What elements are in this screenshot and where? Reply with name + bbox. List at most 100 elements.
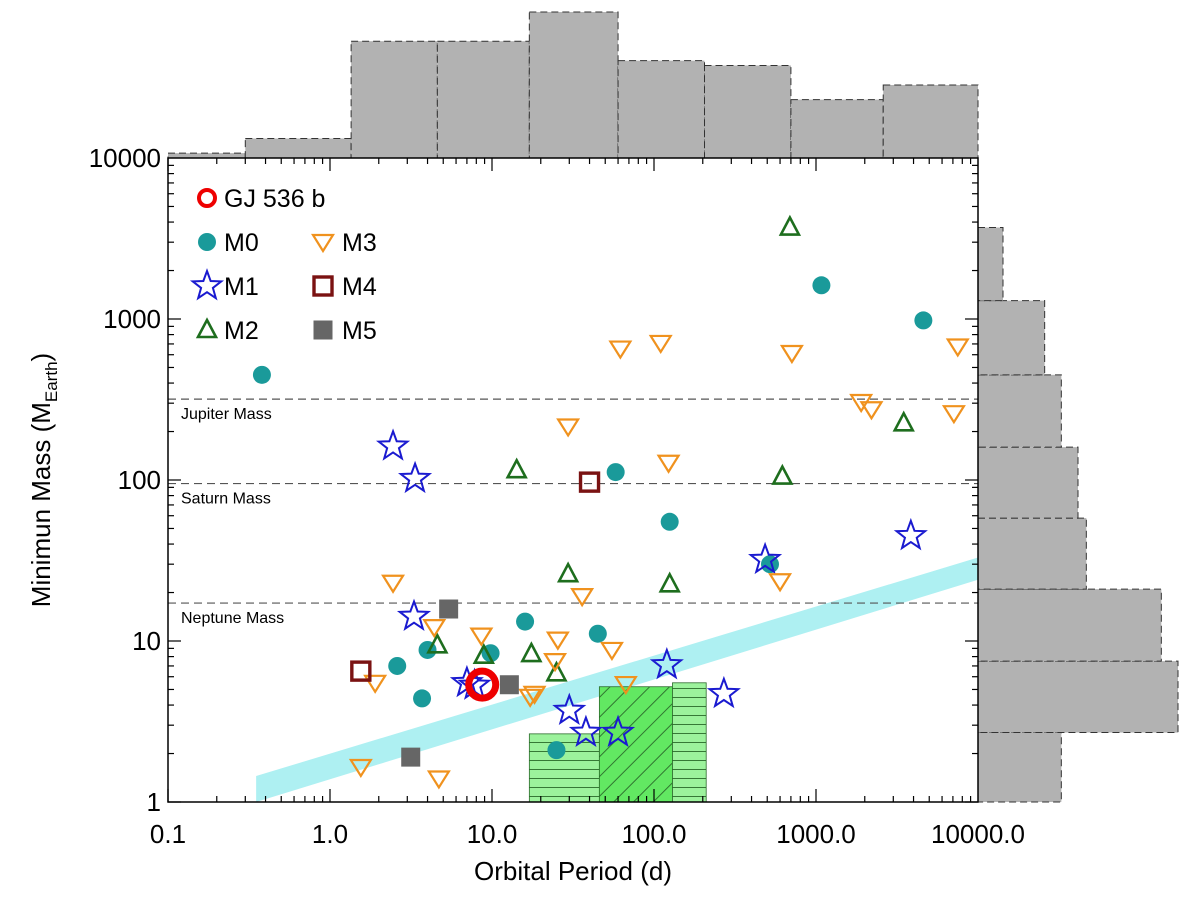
marker-shape [660, 512, 679, 531]
point-m3 [648, 334, 673, 355]
point-m0 [388, 656, 407, 675]
point-m3 [518, 688, 543, 708]
point-m1 [748, 541, 783, 575]
x-tick-label: 0.1 [150, 819, 186, 849]
point-m2 [658, 571, 681, 593]
marker-shape [941, 405, 966, 425]
point-m5 [439, 599, 459, 619]
point-m3 [768, 573, 793, 593]
marker-shape [545, 660, 568, 682]
legend-marker-gj536b [197, 188, 217, 208]
y-tick-label: 1000 [103, 304, 161, 334]
marker-shape [914, 311, 933, 330]
right-histogram-bar [977, 374, 1062, 448]
y-tick-label: 10 [132, 626, 161, 656]
marker-shape [859, 401, 884, 421]
marker-shape [648, 334, 673, 355]
marker-shape [771, 463, 794, 485]
top-histogram-bar [704, 65, 792, 159]
point-m4 [578, 471, 601, 493]
point-m5 [401, 747, 421, 767]
marker-shape [520, 641, 543, 663]
marker-shape [422, 618, 447, 639]
marker-shape [363, 674, 388, 694]
horizontal-hatch-right-outline [672, 682, 707, 802]
point-m0 [914, 311, 933, 330]
point-m1 [649, 647, 684, 680]
point-m1 [396, 598, 432, 631]
top-histogram-bar [528, 11, 619, 159]
point-m1 [706, 675, 741, 709]
marker-shape [197, 188, 217, 208]
right-mass-histogram [977, 227, 1179, 803]
marker-shape [812, 276, 831, 295]
right-histogram-bar [977, 300, 1046, 376]
point-m0 [588, 624, 607, 643]
marker-shape [608, 340, 633, 360]
point-m3 [348, 758, 373, 779]
marker-shape [439, 599, 459, 619]
marker-shape [568, 714, 603, 748]
marker-shape [778, 214, 802, 236]
marker-shape [606, 463, 625, 482]
legend-marker-m1 [189, 268, 225, 301]
marker-shape [350, 660, 372, 682]
point-m0 [252, 365, 271, 384]
point-m2 [556, 561, 580, 583]
right-histogram-bar [977, 660, 1179, 734]
right-histogram-bar [977, 732, 1062, 803]
top-histogram-bar [882, 84, 979, 159]
axis-ticks: 0.1 1.0 10.0 100.0 1000.0 10000.0 1 10 100 1000 10… [89, 143, 1025, 849]
legend-label-m2: M2 [224, 317, 259, 345]
marker-shape [649, 647, 684, 680]
top-histogram-bar [436, 40, 530, 159]
marker-shape [396, 598, 432, 631]
point-m1 [893, 517, 928, 551]
marker-shape [426, 632, 449, 654]
point-m3 [543, 653, 568, 673]
top-histogram-bar [244, 138, 352, 159]
legend-label-m5: M5 [342, 317, 377, 345]
legend-marker-m0 [198, 233, 216, 251]
marker-shape [376, 428, 411, 461]
marker-shape [893, 517, 928, 551]
y-axis-label: Minimun Mass (MEarth) [26, 353, 61, 607]
point-m4 [350, 660, 372, 682]
marker-shape [401, 747, 421, 767]
point-m2 [426, 632, 449, 654]
marker-shape [543, 653, 568, 673]
right-histogram-bar [977, 227, 1004, 302]
marker-shape [426, 770, 451, 790]
marker-shape [556, 418, 581, 438]
y-tick-label: 100 [118, 465, 161, 495]
x-axis-label: Orbital Period (d) [474, 856, 672, 886]
marker-shape [311, 233, 335, 254]
marker-shape [545, 631, 570, 651]
y-axis-label-main: Minimun Mass (M [26, 402, 56, 607]
legend-marker-m2 [195, 317, 219, 339]
point-m0 [516, 612, 535, 631]
x-tick-label: 1000.0 [776, 819, 856, 849]
habitable-zone-regions [528, 682, 707, 802]
marker-shape [892, 410, 915, 432]
marker-shape [706, 675, 741, 709]
point-m5 [499, 675, 519, 695]
y-axis-label-sub: Earth [42, 361, 61, 402]
point-m3 [522, 685, 547, 705]
legend-marker-m4 [312, 275, 334, 297]
point-gj536b [465, 667, 500, 702]
point-m3 [859, 401, 884, 421]
horizontal-hatch-left-hatch [529, 733, 600, 802]
point-m0 [812, 276, 831, 295]
marker-shape [613, 675, 638, 696]
point-m1 [568, 714, 603, 748]
marker-shape [189, 268, 225, 301]
neptune-mass-label: Neptune Mass [181, 610, 284, 627]
point-m1 [601, 714, 636, 748]
point-m3 [545, 631, 570, 651]
marker-shape [388, 656, 407, 675]
point-m2 [545, 660, 568, 682]
point-m3 [363, 674, 388, 694]
diagonal-hatch-hatch [599, 686, 673, 802]
